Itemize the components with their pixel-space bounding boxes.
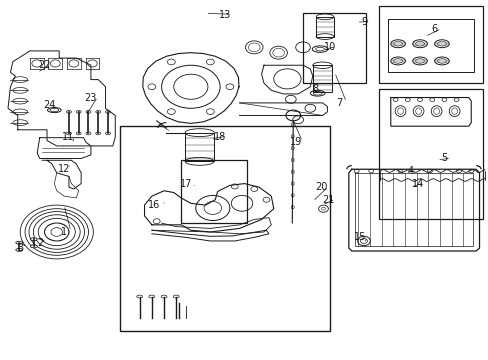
- Text: 23: 23: [84, 93, 97, 103]
- Text: 4: 4: [407, 166, 412, 176]
- Ellipse shape: [105, 111, 110, 113]
- Ellipse shape: [66, 111, 71, 113]
- Text: 14: 14: [410, 179, 423, 189]
- Text: 8: 8: [311, 84, 318, 94]
- Text: 16: 16: [148, 200, 160, 210]
- Text: 12: 12: [58, 164, 70, 174]
- Text: 2: 2: [38, 238, 44, 248]
- Ellipse shape: [96, 132, 101, 135]
- Ellipse shape: [149, 295, 155, 298]
- Ellipse shape: [16, 248, 22, 251]
- Bar: [378, 6, 483, 83]
- Text: 19: 19: [289, 138, 301, 147]
- Bar: [303, 13, 366, 83]
- Text: 6: 6: [431, 24, 437, 35]
- Ellipse shape: [137, 295, 142, 298]
- Ellipse shape: [86, 111, 91, 113]
- Ellipse shape: [76, 132, 81, 135]
- Text: 20: 20: [315, 182, 327, 192]
- Ellipse shape: [66, 132, 71, 135]
- Text: 24: 24: [43, 100, 56, 110]
- Bar: [184, 133, 214, 161]
- Ellipse shape: [105, 132, 110, 135]
- Bar: [378, 89, 483, 220]
- Text: 9: 9: [360, 17, 366, 27]
- Text: 13: 13: [219, 10, 231, 20]
- Text: 3: 3: [17, 243, 23, 253]
- Bar: [312, 65, 331, 92]
- Text: 11: 11: [62, 132, 74, 142]
- Ellipse shape: [96, 111, 101, 113]
- Text: 22: 22: [38, 60, 51, 70]
- Text: 17: 17: [180, 179, 192, 189]
- Text: 7: 7: [336, 98, 342, 108]
- Text: 10: 10: [323, 42, 335, 52]
- Ellipse shape: [30, 238, 37, 240]
- Ellipse shape: [76, 111, 81, 113]
- Text: 15: 15: [354, 232, 366, 242]
- Bar: [181, 160, 246, 223]
- Ellipse shape: [173, 295, 179, 298]
- Ellipse shape: [161, 295, 166, 298]
- Text: 21: 21: [322, 195, 334, 205]
- Bar: [316, 17, 333, 37]
- Bar: [120, 126, 329, 330]
- Text: 18: 18: [214, 132, 226, 142]
- Ellipse shape: [16, 241, 22, 244]
- Ellipse shape: [86, 132, 91, 135]
- Text: 5: 5: [440, 153, 447, 163]
- Bar: [387, 19, 473, 72]
- Ellipse shape: [30, 245, 37, 248]
- Text: 1: 1: [61, 227, 67, 237]
